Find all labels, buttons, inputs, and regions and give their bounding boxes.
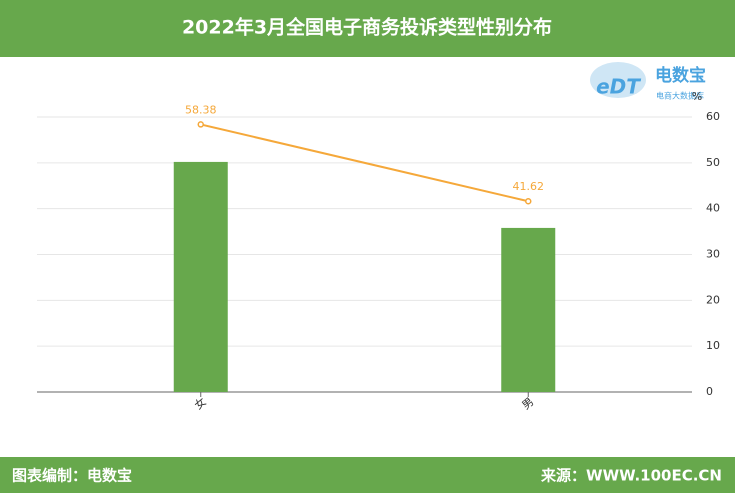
logo-mark: eDT — [596, 75, 641, 99]
logo-name: 电数宝 — [655, 65, 706, 86]
line — [200, 123, 529, 203]
logo-cloud — [590, 62, 646, 98]
y-tick-label: 60 — [706, 110, 720, 123]
y-unit: % — [692, 90, 702, 103]
y-tick-label: 30 — [706, 248, 720, 261]
logo-tagline: 电商大数据库 — [656, 91, 704, 101]
data-label: 41.62 — [513, 180, 545, 193]
footer-bar — [0, 457, 735, 493]
header-bar — [0, 0, 735, 57]
chart-title: 2022年3月全国电子商务投诉类型性别分布 — [182, 16, 552, 39]
y-tick-label: 10 — [706, 339, 720, 352]
bar — [501, 227, 556, 392]
y-tick-label: 50 — [706, 156, 720, 169]
y-tick-label: 0 — [706, 385, 713, 398]
y-tick-label: 40 — [706, 202, 720, 215]
data-label: 58.38 — [185, 103, 217, 116]
footer-right: 来源：WWW.100EC.CN — [540, 467, 722, 485]
bar — [173, 161, 228, 392]
logo: eDT 电数宝 电商大数据库 — [590, 62, 706, 101]
y-tick-label: 20 — [706, 293, 720, 306]
line-point — [525, 197, 532, 205]
line-point — [197, 121, 204, 128]
footer-left: 图表编制：电数宝 — [12, 467, 132, 485]
